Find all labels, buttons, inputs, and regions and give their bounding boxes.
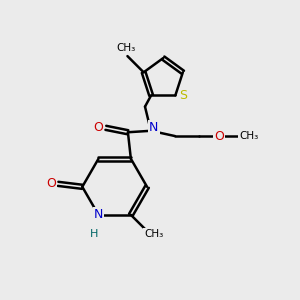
Text: O: O xyxy=(214,130,224,142)
Text: O: O xyxy=(46,177,56,190)
Text: N: N xyxy=(149,121,158,134)
Text: CH₃: CH₃ xyxy=(144,229,163,239)
Text: S: S xyxy=(180,89,188,102)
Text: CH₃: CH₃ xyxy=(239,131,258,141)
Text: N: N xyxy=(94,208,103,221)
Text: CH₃: CH₃ xyxy=(116,43,136,53)
Text: O: O xyxy=(94,121,103,134)
Text: H: H xyxy=(90,229,98,239)
